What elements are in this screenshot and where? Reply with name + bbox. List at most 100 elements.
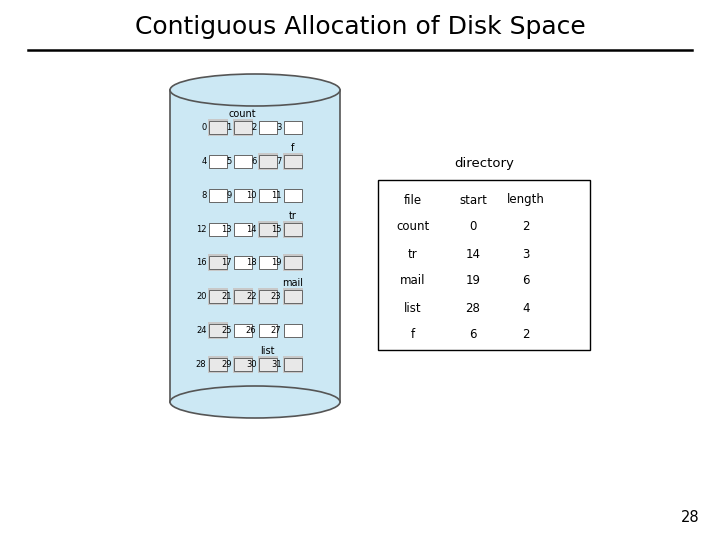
- Text: 21: 21: [221, 292, 232, 301]
- Ellipse shape: [170, 386, 340, 418]
- Bar: [233, 290, 251, 303]
- Bar: [258, 357, 276, 370]
- Text: 5: 5: [226, 157, 232, 166]
- Text: 25: 25: [221, 326, 232, 335]
- Text: 24: 24: [196, 326, 207, 335]
- Text: start: start: [459, 193, 487, 206]
- Bar: [233, 119, 253, 137]
- Text: 29: 29: [221, 360, 232, 369]
- Text: 6: 6: [469, 328, 477, 341]
- Text: 14: 14: [466, 247, 480, 260]
- Text: 28: 28: [681, 510, 700, 525]
- Text: tr: tr: [289, 211, 297, 221]
- Text: 4: 4: [202, 157, 207, 166]
- Bar: [258, 222, 276, 235]
- Ellipse shape: [170, 74, 340, 106]
- Text: 2: 2: [522, 220, 530, 233]
- Bar: [233, 222, 251, 235]
- Text: 14: 14: [246, 225, 256, 234]
- Text: f: f: [411, 328, 415, 341]
- Bar: [258, 288, 277, 305]
- Text: 19: 19: [271, 258, 282, 267]
- Text: 23: 23: [271, 292, 282, 301]
- Bar: [284, 122, 302, 134]
- Bar: [207, 119, 228, 137]
- Bar: [209, 256, 227, 269]
- Bar: [209, 357, 227, 370]
- Bar: [282, 153, 302, 170]
- Bar: [233, 356, 253, 373]
- Text: f: f: [291, 143, 294, 153]
- Text: 16: 16: [196, 258, 207, 267]
- Text: 10: 10: [246, 191, 256, 200]
- Text: 20: 20: [196, 292, 207, 301]
- Text: length: length: [507, 193, 545, 206]
- Bar: [284, 256, 302, 269]
- Text: count: count: [397, 220, 430, 233]
- Text: 17: 17: [221, 258, 232, 267]
- Bar: [209, 122, 227, 134]
- Bar: [209, 189, 227, 202]
- Text: 12: 12: [196, 225, 207, 234]
- Text: 6: 6: [251, 157, 256, 166]
- Text: 3: 3: [522, 247, 530, 260]
- Text: 27: 27: [271, 326, 282, 335]
- Bar: [233, 324, 251, 337]
- Bar: [284, 290, 302, 303]
- Text: 3: 3: [276, 123, 282, 132]
- Text: 0: 0: [469, 220, 477, 233]
- Text: Contiguous Allocation of Disk Space: Contiguous Allocation of Disk Space: [135, 15, 585, 39]
- Bar: [209, 155, 227, 168]
- Bar: [258, 356, 277, 373]
- Text: mail: mail: [282, 278, 303, 288]
- Bar: [207, 322, 228, 339]
- Text: 15: 15: [271, 225, 282, 234]
- Text: 2: 2: [251, 123, 256, 132]
- Bar: [284, 324, 302, 337]
- Bar: [209, 290, 227, 303]
- Text: 28: 28: [196, 360, 207, 369]
- Text: 13: 13: [221, 225, 232, 234]
- Text: 30: 30: [246, 360, 256, 369]
- Bar: [284, 357, 302, 370]
- Bar: [258, 290, 276, 303]
- Text: 11: 11: [271, 191, 282, 200]
- Text: 4: 4: [522, 301, 530, 314]
- Text: directory: directory: [454, 158, 514, 171]
- Bar: [233, 189, 251, 202]
- Text: 0: 0: [202, 123, 207, 132]
- Bar: [258, 324, 276, 337]
- Bar: [233, 357, 251, 370]
- Text: file: file: [404, 193, 422, 206]
- Bar: [233, 122, 251, 134]
- Text: 9: 9: [226, 191, 232, 200]
- Bar: [233, 155, 251, 168]
- Text: mail: mail: [400, 274, 426, 287]
- Text: 6: 6: [522, 274, 530, 287]
- Bar: [207, 356, 228, 373]
- Text: 8: 8: [201, 191, 207, 200]
- Bar: [258, 122, 276, 134]
- Bar: [258, 256, 276, 269]
- Text: list: list: [260, 346, 275, 356]
- Bar: [282, 254, 302, 272]
- Bar: [209, 324, 227, 337]
- Text: 7: 7: [276, 157, 282, 166]
- Bar: [258, 221, 277, 238]
- Text: 2: 2: [522, 328, 530, 341]
- Text: 28: 28: [466, 301, 480, 314]
- Text: 31: 31: [271, 360, 282, 369]
- Text: 18: 18: [246, 258, 256, 267]
- Bar: [284, 189, 302, 202]
- Bar: [284, 155, 302, 168]
- Bar: [258, 189, 276, 202]
- Bar: [282, 356, 302, 373]
- Bar: [378, 180, 590, 350]
- Text: 19: 19: [466, 274, 480, 287]
- Text: 26: 26: [246, 326, 256, 335]
- Bar: [233, 256, 251, 269]
- Bar: [209, 222, 227, 235]
- Bar: [258, 155, 276, 168]
- Text: count: count: [229, 110, 256, 119]
- Bar: [207, 254, 228, 272]
